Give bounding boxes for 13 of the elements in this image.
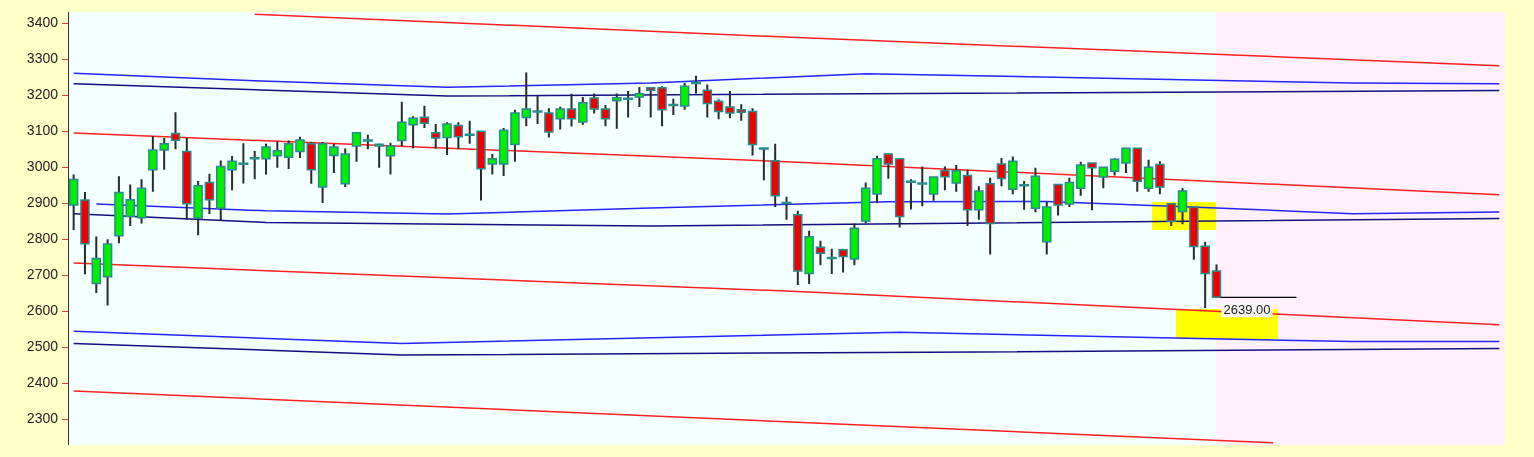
y-tick-label: 2300 (26, 410, 59, 427)
y-tick-label: 2600 (26, 302, 59, 319)
y-tick-label: 3100 (26, 122, 59, 139)
y-tick-label: 3200 (26, 86, 59, 103)
y-tick-label: 2400 (26, 374, 59, 391)
y-tick-label: 3000 (26, 158, 59, 175)
y-tick-label: 2500 (26, 338, 59, 355)
y-tick-label: 3300 (26, 50, 59, 67)
y-tick-label: 3400 (26, 14, 59, 31)
annotation: 2639.00 (1223, 302, 1271, 318)
y-tick-label: 2800 (26, 230, 59, 247)
y-tick-label: 2700 (26, 266, 59, 283)
y-tick-label: 2900 (26, 194, 59, 211)
